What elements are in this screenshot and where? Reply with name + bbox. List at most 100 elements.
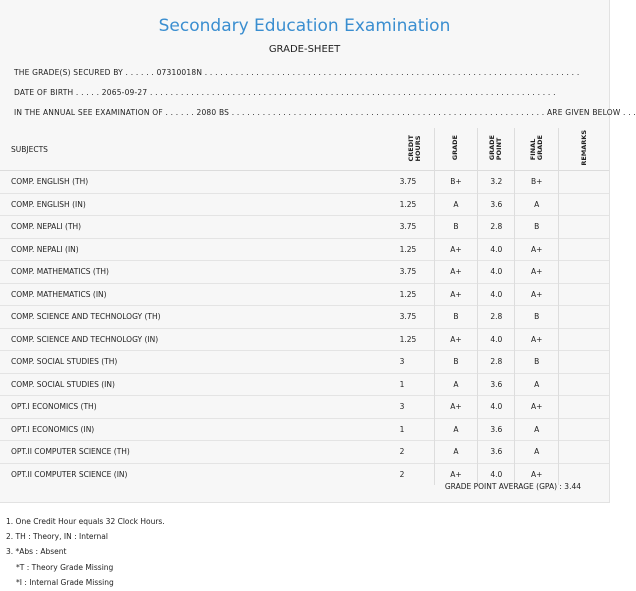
grade-cell: A+ <box>434 395 479 418</box>
grade-point-cell: 2.8 <box>477 305 516 328</box>
subject-cell: COMP. MATHEMATICS (IN) <box>11 289 107 299</box>
subject-cell: OPT.I ECONOMICS (TH) <box>11 402 97 412</box>
grade-cell: A+ <box>434 328 479 351</box>
exam-tail: ARE GIVEN BELOW <box>546 108 621 117</box>
grade-point-cell: 2.8 <box>477 215 516 238</box>
header-grade: GRADE <box>451 135 460 161</box>
grade-point-cell: 4.0 <box>477 283 516 306</box>
final-grade-cell: A+ <box>514 283 560 306</box>
credit-cell: 1 <box>395 418 435 441</box>
grade-point-cell: 4.0 <box>477 328 516 351</box>
header-grade-point: GRADE POINT <box>488 135 504 161</box>
subject-cell: COMP. NEPALI (IN) <box>11 244 79 254</box>
credit-cell: 3.75 <box>395 170 435 193</box>
subject-cell: OPT.II COMPUTER SCIENCE (TH) <box>11 447 130 457</box>
exam-year: 2080 BS <box>196 108 230 117</box>
subject-cell: COMP. SCIENCE AND TECHNOLOGY (IN) <box>11 334 159 344</box>
final-grade-cell: A <box>514 440 560 463</box>
symbol-number: 07310018N <box>156 68 203 77</box>
grade-cell: B+ <box>434 170 479 193</box>
header-credit-hours: CREDIT HOURS <box>406 134 422 162</box>
credit-cell: 1.25 <box>395 328 435 351</box>
table-row: OPT.I ECONOMICS (IN) 1 A 3.6 A <box>0 418 609 441</box>
final-grade-cell: A+ <box>514 238 560 261</box>
credit-cell: 3 <box>395 350 435 373</box>
grade-cell: B <box>434 350 479 373</box>
grade-label: THE GRADE(S) SECURED BY <box>14 68 123 77</box>
credit-cell: 2 <box>395 463 435 485</box>
table-row: COMP. SCIENCE AND TECHNOLOGY (TH) 3.75 B 2.… <box>0 305 609 328</box>
table-row: COMP. NEPALI (TH) 3.75 B 2.8 B <box>0 215 609 239</box>
grade-point-cell: 4.0 <box>477 238 516 261</box>
dob-value: 2065-09-27 <box>101 88 148 97</box>
table-row: COMP. NEPALI (IN) 1.25 A+ 4.0 A+ <box>0 238 609 261</box>
remarks-cell <box>559 418 609 441</box>
header-remarks: REMARKS <box>579 130 588 166</box>
grade-cell: A <box>434 373 479 396</box>
subject-cell: COMP. SCIENCE AND TECHNOLOGY (TH) <box>11 312 161 322</box>
subject-cell: COMP. NEPALI (TH) <box>11 222 82 232</box>
remarks-cell <box>559 373 609 396</box>
credit-cell: 3.75 <box>395 215 435 238</box>
table-row: COMP. ENGLISH (TH) 3.75 B+ 3.2 B+ <box>0 170 609 193</box>
note-item: 1. One Credit Hour equals 32 Clock Hours… <box>6 517 165 526</box>
remarks-cell <box>559 396 609 419</box>
table-row: OPT.II COMPUTER SCIENCE (TH) 2 A 3.6 A <box>0 440 609 464</box>
remarks-cell <box>559 216 609 239</box>
final-grade-cell: A+ <box>514 328 560 351</box>
note-item: 3. *Abs : Absent <box>6 547 67 557</box>
subject-cell: COMP. MATHEMATICS (TH) <box>11 267 109 277</box>
grade-point-cell: 3.2 <box>477 170 516 193</box>
table-row: COMP. SOCIAL STUDIES (IN) 1 A 3.6 A <box>0 373 609 396</box>
notes-list: 1. One Credit Hour equals 32 Clock Hours… <box>6 514 165 590</box>
grades-table: SUBJECTS CREDIT HOURS GRADE GRADE POINT … <box>0 128 609 485</box>
grade-cell: A <box>434 418 479 441</box>
remarks-cell <box>559 261 609 284</box>
remarks-cell <box>559 441 609 464</box>
final-grade-cell: B <box>514 305 560 328</box>
note-item: *T : Theory Grade Missing <box>16 562 114 572</box>
table-row: COMP. ENGLISH (IN) 1.25 A 3.6 A <box>0 193 609 216</box>
info-exam-line: IN THE ANNUAL SEE EXAMINATION OF . . . .… <box>14 108 636 117</box>
grade-point-cell: 3.6 <box>477 193 516 216</box>
grade-point-cell: 3.6 <box>477 440 516 463</box>
grade-cell: A <box>434 440 479 463</box>
credit-cell: 1.25 <box>395 193 435 216</box>
table-header-row: SUBJECTS CREDIT HOURS GRADE GRADE POINT … <box>0 128 609 171</box>
credit-cell: 3.75 <box>395 260 435 283</box>
final-grade-cell: A+ <box>514 260 560 283</box>
grade-point-cell: 4.0 <box>477 260 516 283</box>
note-item: *I : Internal Grade Missing <box>16 577 114 587</box>
gpa-summary: GRADE POINT AVERAGE (GPA) : 3.44 <box>444 482 581 491</box>
subject-cell: COMP. SOCIAL STUDIES (IN) <box>11 379 115 389</box>
header-final-grade: FINAL GRADE <box>528 135 544 161</box>
credit-cell: 1.25 <box>395 238 435 261</box>
note-item: 2. TH : Theory, IN : Internal <box>6 532 108 542</box>
credit-cell: 1 <box>395 373 435 396</box>
subject-cell: OPT.I ECONOMICS (IN) <box>11 424 95 434</box>
table-row: COMP. SOCIAL STUDIES (TH) 3 B 2.8 B <box>0 350 609 373</box>
subject-cell: COMP. ENGLISH (IN) <box>11 199 86 209</box>
table-row: OPT.I ECONOMICS (TH) 3 A+ 4.0 A+ <box>0 395 609 419</box>
credit-cell: 3 <box>395 395 435 418</box>
grade-cell: A+ <box>434 283 479 306</box>
grade-cell: A+ <box>434 463 479 485</box>
final-grade-cell: B <box>514 215 560 238</box>
dob-label: DATE OF BIRTH <box>14 88 74 97</box>
info-dob-line: DATE OF BIRTH . . . . . 2065-09-27 . . .… <box>14 88 556 97</box>
info-grade-line: THE GRADE(S) SECURED BY . . . . . . 0731… <box>14 68 580 77</box>
grade-cell: B <box>434 215 479 238</box>
final-grade-cell: A+ <box>514 395 560 418</box>
grade-cell: A+ <box>434 238 479 261</box>
grade-point-cell: 2.8 <box>477 350 516 373</box>
grade-cell: B <box>434 305 479 328</box>
page-title: Secondary Education Examination <box>158 16 451 36</box>
remarks-cell <box>559 328 609 351</box>
final-grade-cell: A <box>514 418 560 441</box>
subject-cell: COMP. ENGLISH (TH) <box>11 177 89 187</box>
grade-point-cell: 3.6 <box>477 373 516 396</box>
remarks-cell <box>559 283 609 306</box>
final-grade-cell: A+ <box>514 463 560 485</box>
final-grade-cell: A <box>514 373 560 396</box>
table-row: OPT.II COMPUTER SCIENCE (IN) 2 A+ 4.0 A+ <box>0 463 609 485</box>
